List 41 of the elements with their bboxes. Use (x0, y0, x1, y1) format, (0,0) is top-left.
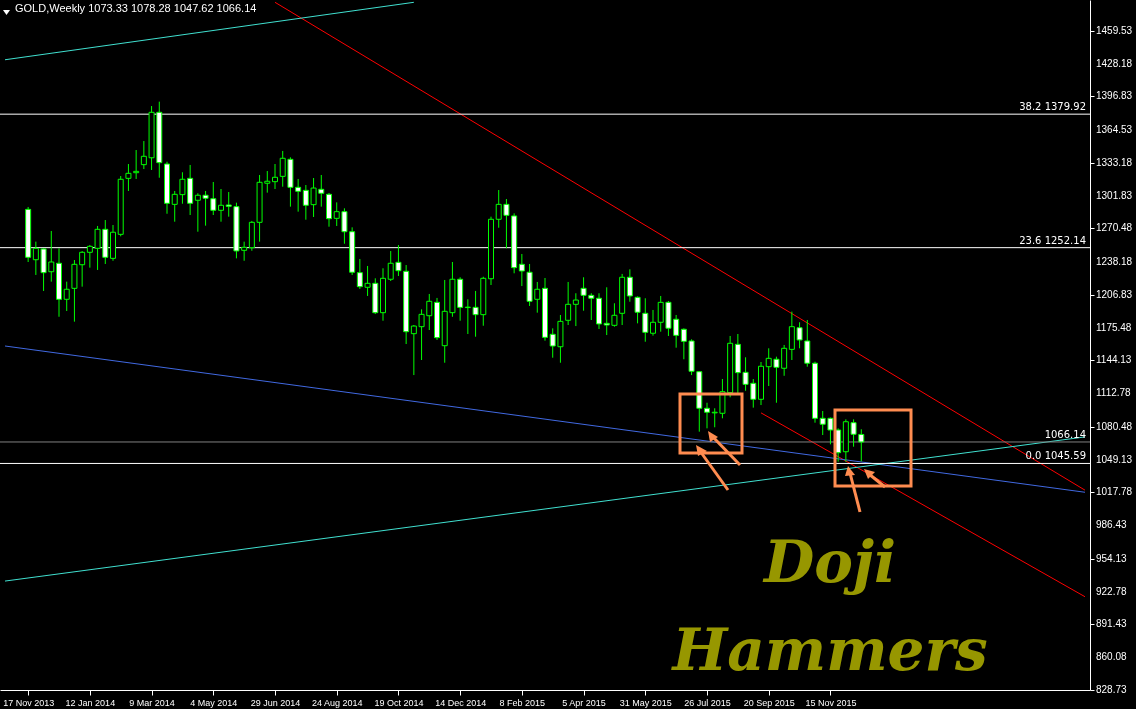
x-tick-label: 8 Feb 2015 (499, 697, 546, 708)
y-tick-label: 1112.78 (1096, 387, 1132, 399)
y-tick-label: 1238.18 (1096, 256, 1133, 268)
x-tick-label: 12 Jan 2014 (65, 697, 116, 708)
x-tick-label: 20 Sep 2015 (743, 697, 795, 708)
y-tick-label: 922.78 (1096, 585, 1128, 597)
ref-line-label: 23.6 1252.14 (1019, 234, 1086, 246)
y-tick-label: 1017.78 (1096, 486, 1133, 498)
y-tick-label: 891.43 (1096, 618, 1128, 630)
y-tick-label: 954.13 (1096, 552, 1128, 564)
x-tick-label: 15 Nov 2015 (805, 697, 857, 708)
x-tick-label: 4 May 2014 (190, 697, 238, 708)
y-tick-label: 1144.13 (1096, 354, 1132, 366)
ref-line-label: 1066.14 (1044, 428, 1086, 440)
y-tick-label: 1333.18 (1096, 157, 1133, 168)
y-tick-label: 1270.48 (1096, 222, 1133, 234)
y-tick-label: 986.43 (1096, 519, 1128, 531)
x-tick-label: 26 Jul 2015 (684, 697, 731, 708)
y-tick-label: 1206.83 (1096, 288, 1133, 300)
ref-line-label: 38.2 1379.92 (1019, 101, 1086, 113)
chart-title: GOLD,Weekly 1073.33 1078.28 1047.62 1066.14 (15, 2, 257, 14)
y-tick-label: 1396.83 (1096, 90, 1133, 102)
x-tick-label: 24 Aug 2014 (311, 697, 363, 708)
x-tick-label: 5 Apr 2015 (562, 697, 606, 708)
x-tick-label: 31 May 2015 (619, 697, 672, 708)
x-tick-label: 29 Jun 2014 (250, 697, 301, 708)
y-tick-label: 860.08 (1096, 651, 1128, 663)
ref-line-label: 0.0 1045.59 (1025, 450, 1086, 462)
annotation: Doji Hammers (670, 528, 988, 684)
x-tick-label: 9 Mar 2014 (129, 697, 175, 708)
y-tick-label: 1049.13 (1096, 453, 1133, 465)
y-tick-label: 1459.53 (1096, 25, 1133, 36)
x-tick-label: 17 Nov 2013 (3, 697, 55, 708)
y-tick-label: 1175.48 (1096, 321, 1132, 333)
y-tick-label: 1428.18 (1096, 57, 1133, 69)
y-tick-label: 1364.53 (1096, 124, 1133, 136)
y-tick-label: 828.73 (1096, 684, 1128, 695)
x-tick-label: 19 Oct 2014 (374, 697, 424, 708)
y-tick-label: 1080.48 (1096, 420, 1133, 432)
y-tick-label: 1301.83 (1096, 189, 1133, 201)
x-tick-label: 14 Dec 2014 (435, 697, 487, 708)
